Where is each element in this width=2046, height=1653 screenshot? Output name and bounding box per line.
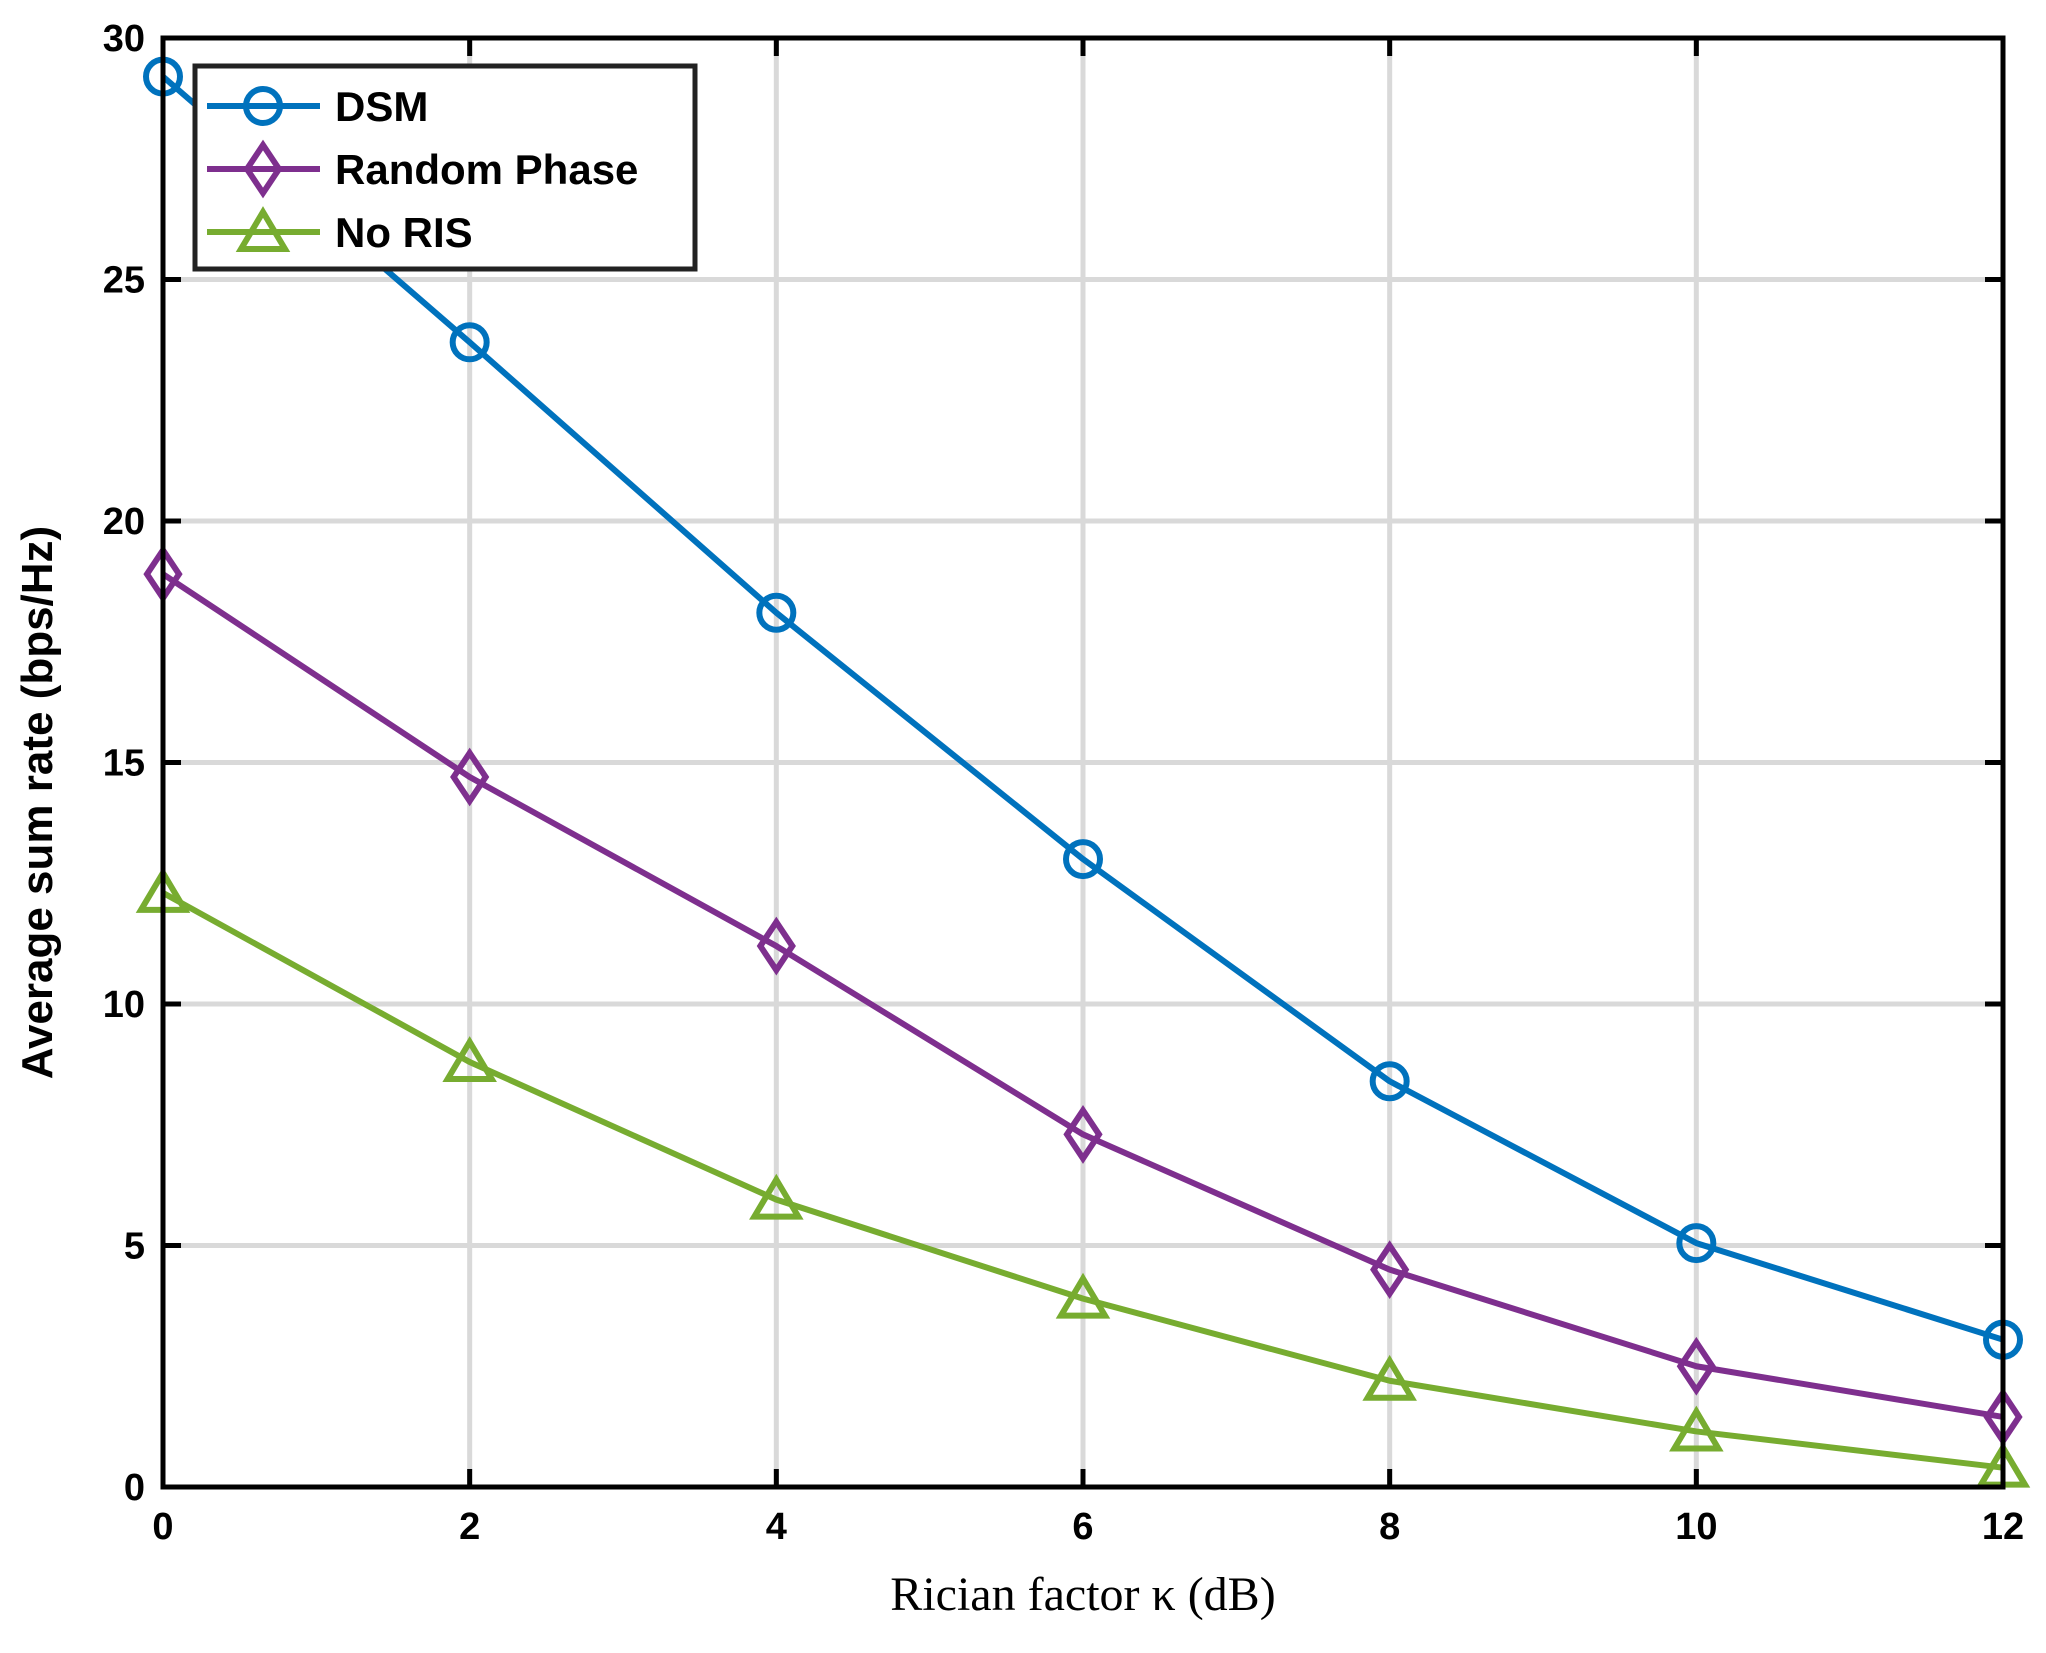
series-layer bbox=[135, 56, 2031, 1488]
x-tick-label: 2 bbox=[459, 1506, 480, 1548]
legend: DSM Random Phase No RIS bbox=[192, 63, 698, 272]
series-line-dsm bbox=[161, 74, 2004, 1343]
legend-label: DSM bbox=[335, 83, 428, 130]
data-point-dsm bbox=[1369, 1061, 1410, 1102]
series-line-no-ris bbox=[161, 890, 2004, 1471]
legend-label: No RIS bbox=[335, 209, 473, 256]
legend-item: DSM bbox=[207, 83, 428, 130]
legend-marker bbox=[243, 139, 283, 199]
y-tick-label: 25 bbox=[103, 260, 145, 302]
data-point-no-ris bbox=[442, 1036, 497, 1082]
legend-marker bbox=[243, 86, 283, 126]
y-tick-label: 30 bbox=[103, 18, 145, 60]
series-line-random-phase bbox=[161, 571, 2004, 1420]
data-point-random-phase bbox=[450, 747, 490, 807]
legend-item: Random Phase bbox=[207, 139, 638, 199]
x-tick-label: 4 bbox=[766, 1506, 787, 1548]
x-tick-label: 12 bbox=[1982, 1506, 2024, 1548]
data-point-random-phase bbox=[756, 916, 796, 976]
data-point-no-ris bbox=[1055, 1272, 1111, 1319]
data-point-random-phase bbox=[1370, 1240, 1410, 1300]
data-point-random-phase bbox=[1063, 1105, 1103, 1164]
y-tick-label: 15 bbox=[103, 743, 145, 785]
data-point-no-ris bbox=[1669, 1405, 1724, 1452]
data-point-no-ris bbox=[1362, 1354, 1417, 1401]
series-random-phase bbox=[143, 544, 2023, 1447]
plot-frame bbox=[160, 35, 2006, 1490]
y-tick-label: 20 bbox=[103, 501, 145, 543]
x-axis-label: Rician factor κ (dB) bbox=[890, 1568, 1275, 1621]
data-point-random-phase bbox=[1676, 1336, 1716, 1396]
x-tick-label: 0 bbox=[152, 1506, 173, 1548]
tick-labels: 0 2 4 6 8 10 12 0 5 10 15 20 25 30 bbox=[103, 18, 2024, 1548]
data-point-dsm bbox=[449, 322, 490, 363]
y-tick-label: 0 bbox=[124, 1467, 145, 1509]
x-tick-label: 8 bbox=[1379, 1506, 1400, 1548]
x-tick-label: 6 bbox=[1072, 1506, 1093, 1548]
data-point-no-ris bbox=[749, 1173, 804, 1220]
y-tick-label: 5 bbox=[124, 1226, 145, 1268]
data-point-dsm bbox=[1676, 1223, 1717, 1264]
legend-marker bbox=[235, 206, 291, 252]
x-tick-label: 10 bbox=[1675, 1506, 1717, 1548]
data-point-dsm bbox=[756, 592, 797, 633]
y-tick-label: 10 bbox=[103, 984, 145, 1026]
data-point-dsm bbox=[1063, 839, 1103, 880]
y-axis-label: Average sum rate (bps/Hz) bbox=[13, 526, 62, 1079]
legend-item: No RIS bbox=[207, 206, 473, 256]
legend-label: Random Phase bbox=[335, 146, 638, 193]
